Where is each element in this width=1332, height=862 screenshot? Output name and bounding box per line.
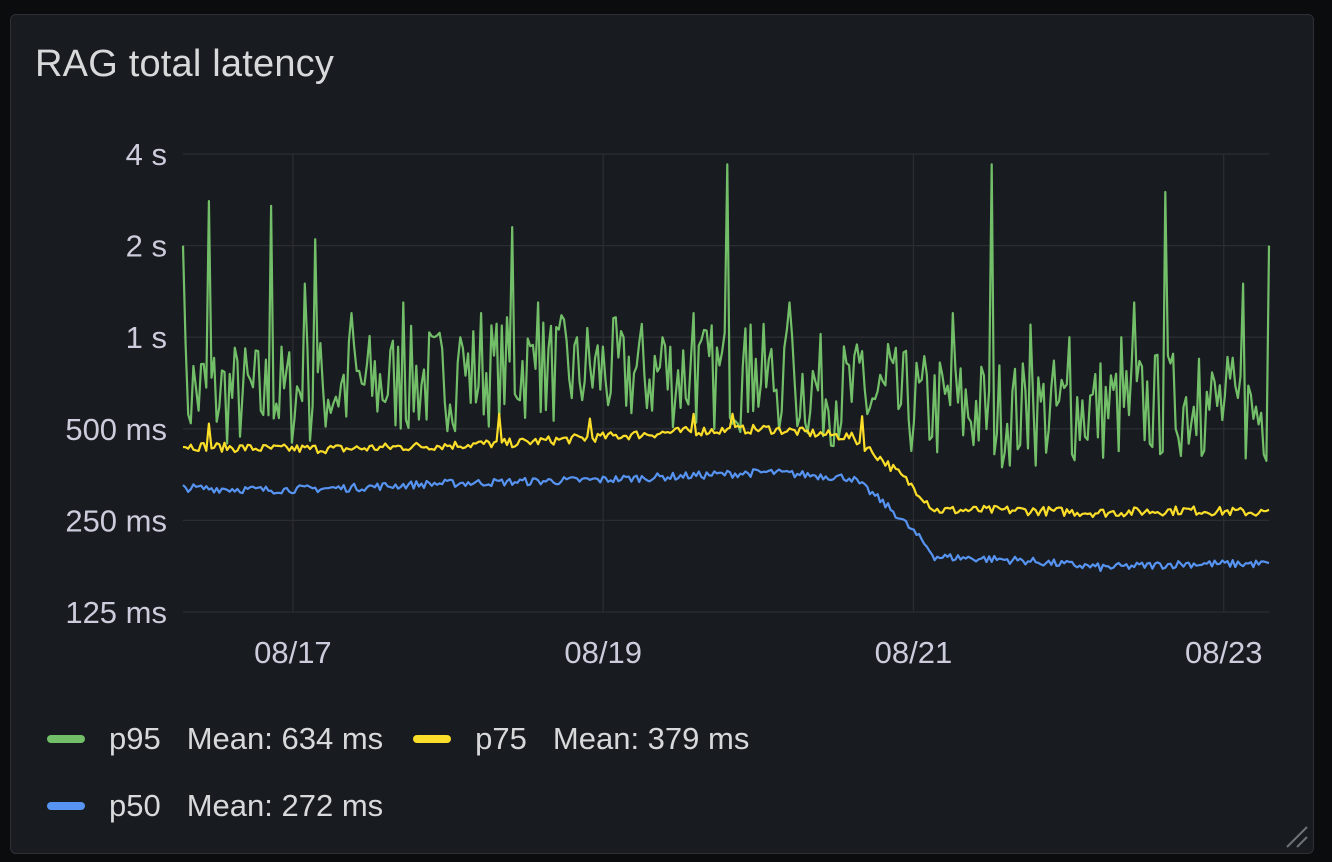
- x-tick-label: 08/23: [1185, 635, 1263, 670]
- series-line-p75: [182, 412, 1270, 519]
- y-tick-label: 250 ms: [65, 503, 167, 538]
- legend-mean: Mean: 379 ms: [552, 720, 750, 756]
- y-tick-label: 2 s: [126, 229, 167, 264]
- panel-title[interactable]: RAG total latency: [35, 43, 335, 85]
- y-tick-label: 125 ms: [65, 595, 167, 630]
- series-line-p50: [182, 468, 1270, 572]
- legend-row-1: p95 Mean: 634 ms p75 Mean: 379 ms: [47, 705, 1287, 772]
- x-tick-label: 08/19: [564, 635, 642, 670]
- legend-label: p75: [475, 720, 527, 756]
- legend-row-2: p50 Mean: 272 ms: [47, 772, 1287, 839]
- chart-panel: RAG total latency 125 ms 250 ms 500 ms 1 s 2…: [10, 14, 1314, 854]
- series-line-p95: [181, 163, 1271, 469]
- legend-swatch-p75: [413, 734, 452, 743]
- legend-item-p95[interactable]: p95 Mean: 634 ms: [47, 721, 383, 757]
- legend-item-p50[interactable]: p50 Mean: 272 ms: [47, 788, 383, 824]
- y-tick-label: 4 s: [126, 137, 167, 172]
- legend-item-p75[interactable]: p75 Mean: 379 ms: [413, 721, 749, 757]
- legend-label: p95: [109, 720, 161, 756]
- legend-label: p50: [109, 787, 161, 823]
- legend-mean: Mean: 634 ms: [186, 720, 384, 756]
- y-tick-label: 1 s: [126, 320, 167, 355]
- resize-handle-icon[interactable]: [1283, 823, 1309, 849]
- legend-swatch-p50: [47, 801, 85, 810]
- legend-swatch-p95: [47, 734, 85, 743]
- x-axis: 08/17 08/19 08/21 08/23: [254, 635, 1262, 670]
- legend: p95 Mean: 634 ms p75 Mean: 379 ms p50 Me…: [47, 705, 1287, 839]
- x-tick-label: 08/17: [254, 635, 332, 670]
- legend-mean: Mean: 272 ms: [186, 787, 384, 823]
- series-lines[interactable]: [181, 163, 1271, 572]
- y-tick-label: 500 ms: [65, 412, 167, 447]
- x-tick-label: 08/21: [875, 635, 953, 670]
- y-axis: 125 ms 250 ms 500 ms 1 s 2 s 4 s: [65, 137, 167, 630]
